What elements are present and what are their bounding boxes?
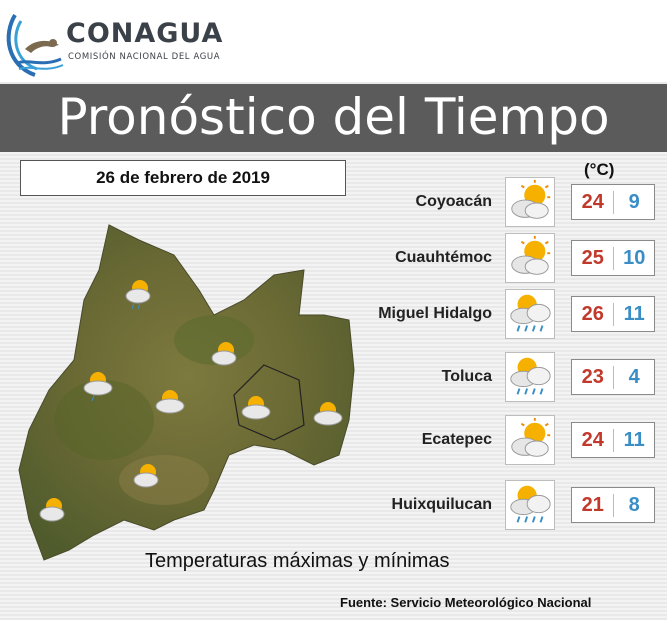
min-temperature: 8 [628,493,640,516]
max-temperature: 25 [572,246,615,270]
city-name: Toluca [441,368,492,385]
max-temperature: 24 [572,428,615,452]
min-temperature: 11 [623,428,645,451]
city-name: Coyoacán [415,193,492,210]
sun-cloud-rain-icon [505,480,555,530]
forecast-row: Toluca 23 4 [350,352,667,402]
max-temperature: 24 [572,190,615,214]
brand-subtitle: COMISIÓN NACIONAL DEL AGUA [68,52,221,62]
source-credit: Fuente: Servicio Meteorológico Nacional [340,595,592,610]
forecast-row: Coyoacán 24 9 [350,177,667,227]
max-temperature: 21 [572,493,615,517]
map-weather-icon [125,280,151,310]
forecast-date: 26 de febrero de 2019 [96,168,270,187]
sun-cloud-rain-icon [505,352,555,402]
header: CONAGUA COMISIÓN NACIONAL DEL AGUA [0,0,667,82]
temperature-box: 25 10 [571,240,655,276]
min-temperature: 10 [623,246,646,269]
temperature-caption: Temperaturas máximas y mínimas [145,550,450,572]
map-illustration [18,224,355,561]
map-weather-icon [39,498,65,522]
temperature-unit: (°C) [584,160,615,179]
min-temperature: 11 [623,302,645,325]
min-temperature: 4 [628,365,640,388]
map-weather-icon [133,464,159,488]
forecast-row: Cuauhtémoc 25 10 [350,233,667,283]
min-temperature: 9 [628,190,640,213]
date-box: 26 de febrero de 2019 [20,160,346,196]
temperature-box: 24 9 [571,184,655,220]
map-weather-icon [211,342,237,366]
brand-name: CONAGUA [66,18,224,49]
max-temperature: 26 [572,302,615,326]
city-name: Ecatepec [421,431,492,448]
region-map [14,220,364,570]
temperature-box: 26 11 [571,296,655,332]
max-temperature: 23 [572,365,615,389]
partly-cloudy-sun-icon [505,177,555,227]
map-weather-icon [155,390,185,414]
city-name: Miguel Hidalgo [378,305,492,322]
partly-cloudy-sun-icon [505,233,555,283]
forecast-row: Huixquilucan 21 8 [350,480,667,530]
forecast-row: Miguel Hidalgo 26 11 [350,289,667,339]
conagua-logo [5,5,65,79]
partly-cloudy-sun-icon [505,415,555,465]
map-weather-icon [313,402,343,426]
forecast-row: Ecatepec 24 11 [350,415,667,465]
map-weather-icon [83,372,113,402]
title-bar [0,84,667,152]
map-weather-icon [241,396,271,420]
page-title: Pronóstico del Tiempo [57,88,610,146]
temperature-box: 21 8 [571,487,655,523]
temperature-box: 24 11 [571,422,655,458]
city-name: Cuauhtémoc [395,249,492,266]
city-name: Huixquilucan [391,496,492,513]
temperature-box: 23 4 [571,359,655,395]
sun-cloud-rain-icon [505,289,555,339]
